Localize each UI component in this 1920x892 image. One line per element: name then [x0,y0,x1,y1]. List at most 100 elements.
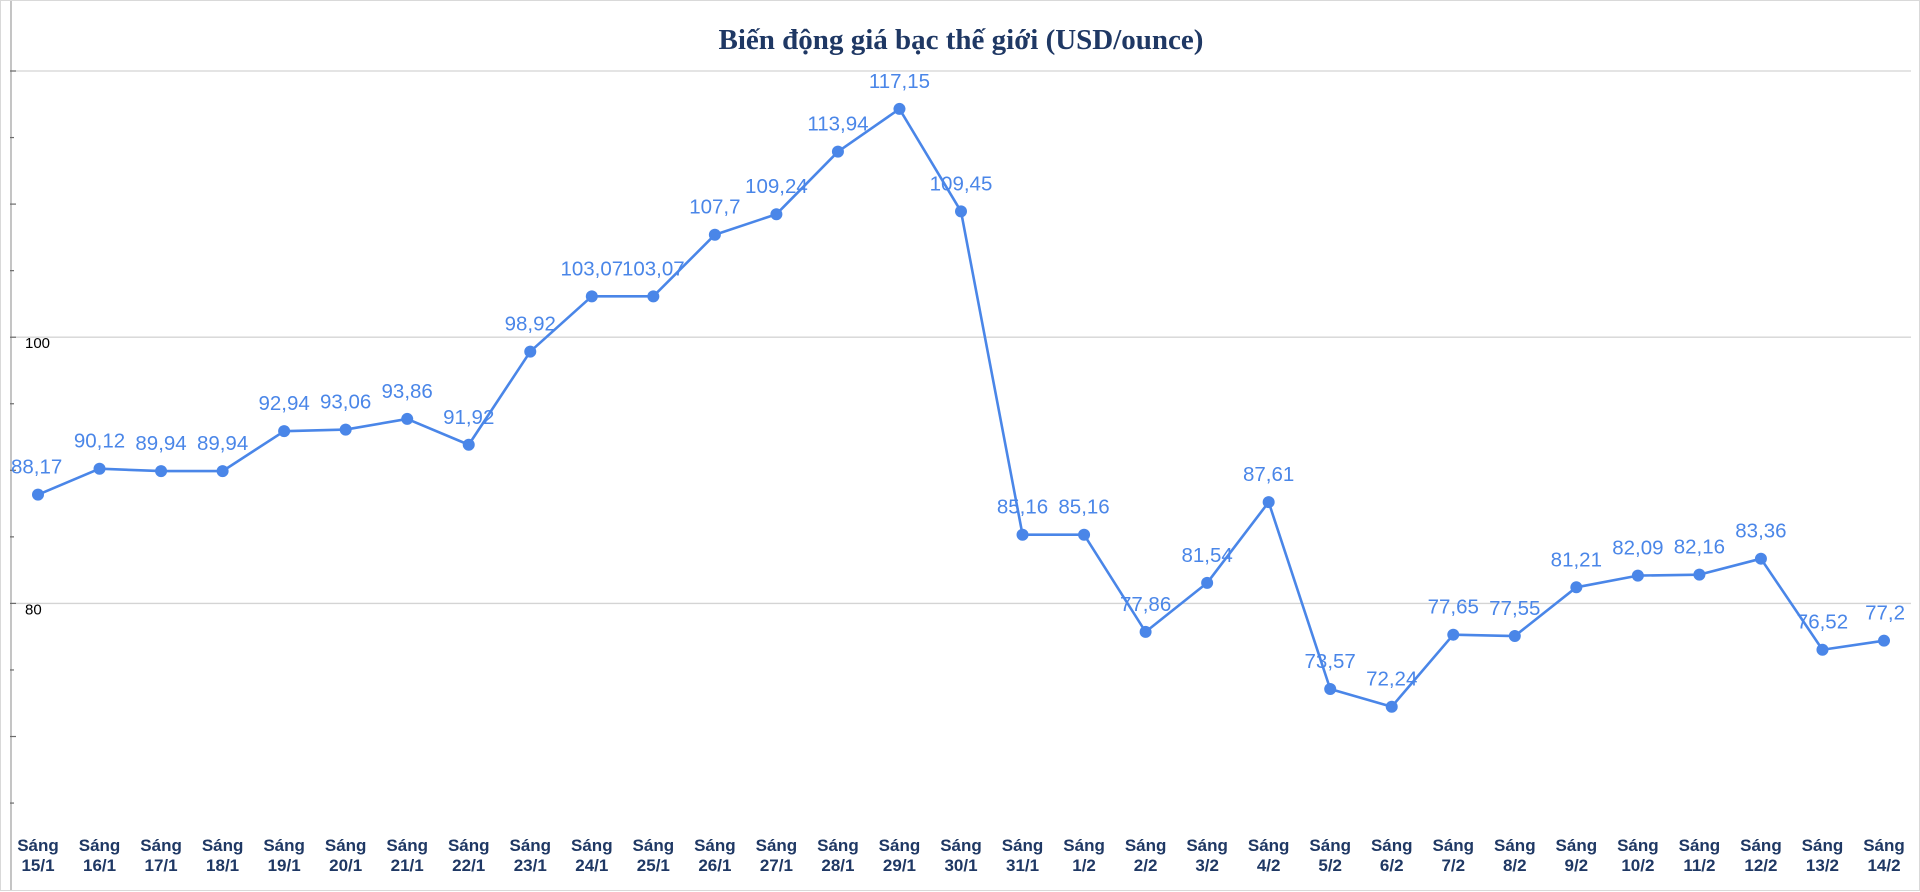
data-label: 93,86 [382,380,433,403]
x-axis-label: Sáng 23/1 [509,836,551,875]
x-axis-label: Sáng 26/1 [694,836,736,875]
x-axis-label: Sáng 3/2 [1186,836,1228,875]
y-axis [10,1,16,890]
y-tick-label-80: 80 [25,601,42,618]
data-point [1385,700,1398,713]
x-axis-label: Sáng 24/1 [571,836,613,875]
data-label: 85,16 [1058,496,1109,519]
data-point [278,425,291,438]
data-label: 117,15 [869,70,930,93]
data-point [1816,643,1829,656]
data-label: 113,94 [807,113,868,136]
x-axis-label: Sáng 17/1 [140,836,182,875]
data-point [893,102,906,115]
data-points [32,102,1890,713]
series-line [37,107,1885,709]
data-point [155,465,168,478]
x-axis-label: Sáng 5/2 [1309,836,1351,875]
data-point [1693,568,1706,581]
data-point [1262,496,1275,509]
data-point [585,290,598,303]
data-label: 103,07 [622,257,685,280]
data-point [1139,625,1152,638]
data-point [1570,581,1583,594]
x-axis-labels: Sáng 15/1 Sáng 16/1 Sáng 17/1 Sáng 18/1 Sáng 19/1… [17,836,1905,875]
x-axis-label: Sáng 8/2 [1494,836,1536,875]
data-point [647,290,660,303]
data-point [1754,552,1767,565]
data-point [339,423,352,436]
x-axis-label: Sáng 19/1 [263,836,305,875]
data-point [1631,569,1644,582]
data-point [93,462,106,475]
data-label: 90,12 [74,430,125,453]
x-axis-label: Sáng 12/2 [1740,836,1782,875]
data-label: 77,2 [1865,602,1905,625]
x-axis-label: Sáng 27/1 [756,836,798,875]
data-point [955,205,967,218]
chart-title: Biến động giá bạc thế giới (USD/ounce) [719,24,1204,56]
x-axis-label: Sáng 15/1 [17,836,59,875]
x-axis-label: Sáng 4/2 [1248,836,1290,875]
data-label: 77,65 [1428,596,1479,619]
data-label: 107,7 [689,196,740,219]
data-label: 93,06 [320,391,371,414]
data-label: 92,94 [258,392,309,415]
data-point [1324,682,1337,695]
x-axis-label: Sáng 18/1 [202,836,244,875]
x-axis-label: Sáng 20/1 [325,836,367,875]
data-label: 109,45 [930,172,993,195]
x-axis-label: Sáng 25/1 [633,836,675,875]
x-axis-label: Sáng 10/2 [1617,836,1659,875]
data-point [32,488,44,501]
x-axis-label: Sáng 29/1 [879,836,921,875]
data-label: 76,52 [1797,611,1848,634]
x-axis-label: Sáng 16/1 [79,836,121,875]
data-label: 89,94 [135,432,186,455]
x-axis-label: Sáng 13/2 [1802,836,1844,875]
x-axis-label: Sáng 9/2 [1556,836,1598,875]
gridlines [11,70,1911,605]
x-axis-label: Sáng 14/2 [1863,836,1905,875]
y-tick-label-100: 100 [25,335,50,352]
data-label: 81,21 [1551,548,1602,571]
data-label: 81,54 [1181,544,1232,567]
x-axis-label: Sáng 1/2 [1063,836,1105,875]
data-label: 98,92 [505,313,556,336]
data-label: 87,61 [1243,463,1294,486]
data-label: 89,94 [197,432,248,455]
data-point [770,208,783,221]
data-point [1078,528,1091,541]
series-line-group [37,107,1885,709]
data-label: 73,57 [1305,650,1356,673]
data-label: 91,92 [443,406,494,429]
data-labels: 88,17 90,12 89,94 89,94 92,94 93,06 93,86 91,92… [11,70,1905,691]
x-axis-label: Sáng 6/2 [1371,836,1413,875]
x-axis-label: Sáng 28/1 [817,836,859,875]
data-point [1201,576,1214,589]
data-point [401,412,414,425]
x-axis-label: Sáng 22/1 [448,836,490,875]
data-label: 85,16 [997,496,1048,519]
data-label: 77,86 [1120,593,1171,616]
data-point [1878,634,1890,647]
data-point [216,465,229,478]
data-label: 88,17 [11,456,62,479]
x-axis-label: Sáng 2/2 [1125,836,1167,875]
data-point [462,438,475,451]
data-label: 77,55 [1489,597,1540,620]
data-label: 82,09 [1612,537,1663,560]
data-point [1016,528,1029,541]
x-axis-label: Sáng 21/1 [386,836,428,875]
data-point [524,345,537,358]
data-point [831,145,844,158]
x-axis-label: Sáng 30/1 [940,836,982,875]
data-label: 103,07 [560,257,623,280]
data-point [1508,630,1521,643]
x-axis-label: Sáng 31/1 [1002,836,1044,875]
data-label: 82,16 [1674,536,1725,559]
y-tick-labels: 100 80 [25,335,50,618]
data-label: 109,24 [745,175,808,198]
